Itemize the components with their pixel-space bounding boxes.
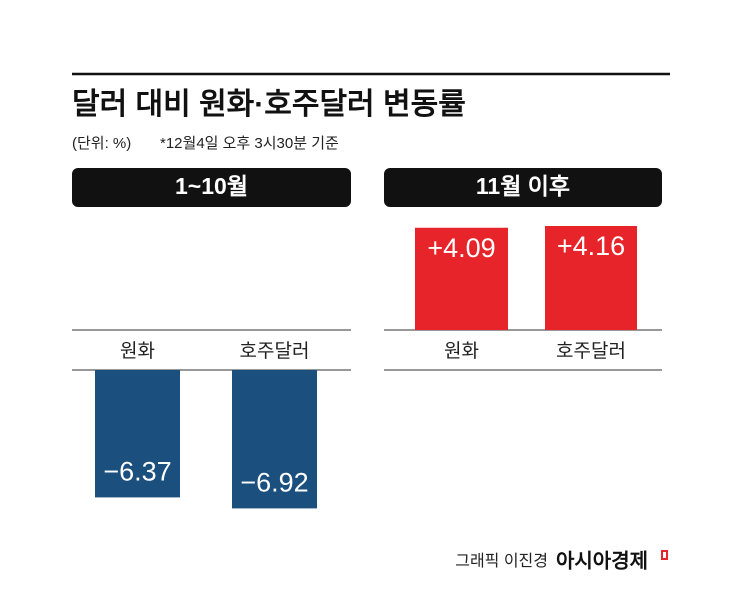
bar xyxy=(232,370,317,509)
panel-header xyxy=(72,168,351,207)
panel-title: 11월 이후 xyxy=(476,173,570,199)
bar xyxy=(415,227,508,330)
value-label: +4.09 xyxy=(427,233,495,263)
bar xyxy=(545,226,637,330)
category-label: 원화 xyxy=(444,340,479,362)
category-label: 호주달러 xyxy=(556,340,626,362)
panel-title: 1~10월 xyxy=(175,173,248,199)
panel-header xyxy=(384,168,662,207)
value-label: −6.37 xyxy=(103,457,171,487)
note: *12월4일 오후 3시30분 기준 xyxy=(160,135,339,152)
category-label: 호주달러 xyxy=(240,340,310,362)
source: 아시아경제 xyxy=(556,549,648,572)
unit: (단위: %) xyxy=(72,135,131,152)
title: 달러 대비 원화·호주달러 변동률 xyxy=(72,88,466,121)
category-label: 원화 xyxy=(120,340,155,362)
value-label: −6.92 xyxy=(240,468,308,498)
source-mark xyxy=(661,550,668,560)
value-label: +4.16 xyxy=(557,231,625,261)
bar xyxy=(95,370,180,498)
credit: 그래픽 이진경 xyxy=(455,552,548,570)
